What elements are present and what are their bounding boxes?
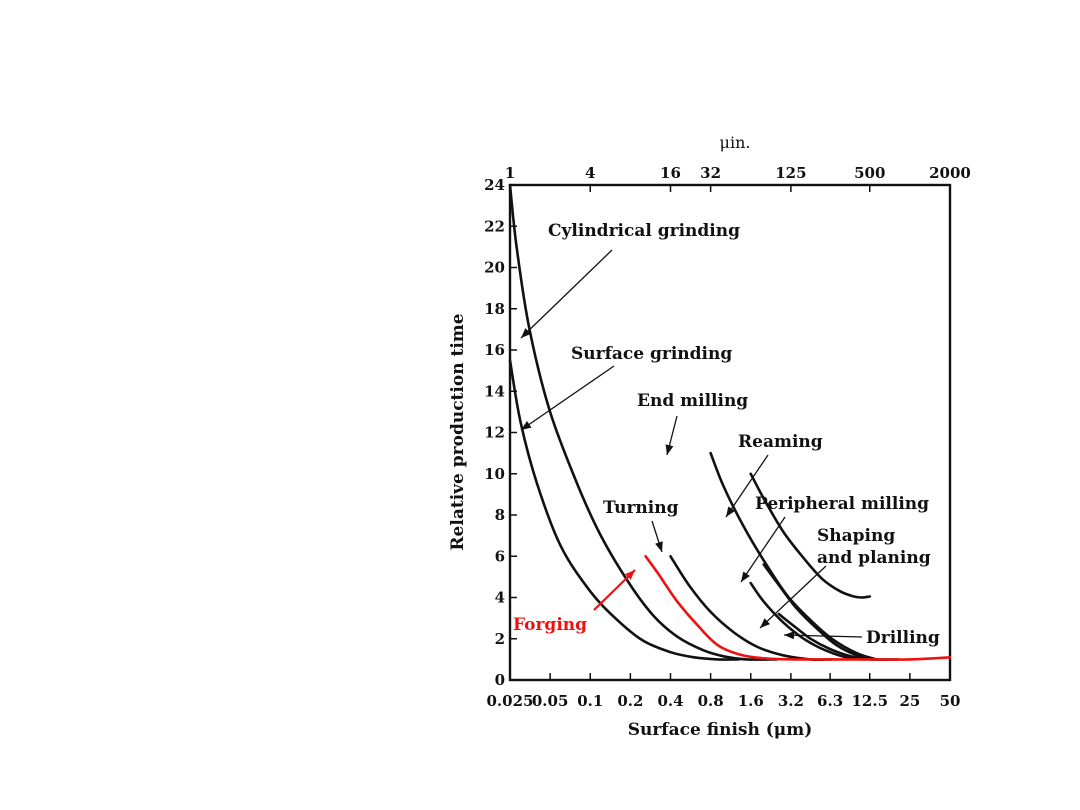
series-label: Drilling [866,628,940,648]
annotation-leader [520,365,615,431]
plot-frame [508,183,952,682]
top-tick-label: 125 [775,164,806,182]
annotation-arrowhead [741,571,750,582]
x-tick-label: 12.5 [851,692,888,710]
y-tick-label: 14 [484,382,505,400]
top-tick-label: 2000 [929,164,971,182]
x-tick-label: 6.3 [817,692,843,710]
annotation-arrowhead [521,328,531,338]
series-label: Cylindrical grinding [548,221,740,241]
top-tick-label: 1 [505,164,515,182]
annotation-leader [740,516,786,583]
top-tick-label: 32 [700,164,721,182]
series-line-shaping-and-planing [762,563,878,661]
y-tick-label: 24 [484,176,505,194]
y-tick-label: 2 [495,630,505,648]
series-label: Surface grinding [571,344,732,364]
y-tick-label: 4 [495,589,505,607]
x-tick-label: 25 [899,692,920,710]
y-axis-title: Relative production time [448,313,468,550]
x-tick-label: 1.6 [738,692,764,710]
annotation-leader [520,249,613,339]
series-label: Reaming [738,432,823,452]
annotation-leader [725,454,769,518]
x-axis-title: Surface finish (μm) [628,720,813,740]
x-tick-label: 0.05 [532,692,569,710]
top-tick-label: 500 [854,164,885,182]
x-tick-label: 50 [940,692,961,710]
x-tick-label: 0.8 [698,692,724,710]
series-label: and planing [817,548,931,568]
x-tick-label: 0.4 [657,692,683,710]
series-line-surface-grinding [508,359,740,661]
annotation-arrowhead [784,631,795,640]
x-tick-label: 0.1 [577,692,603,710]
annotation-arrowhead [625,570,635,580]
y-tick-label: 16 [484,341,505,359]
y-tick-label: 10 [484,465,505,483]
x-tick-label: 0.2 [617,692,643,710]
series-line-reaming [749,472,872,599]
annotation-leader [759,565,827,629]
annotation-arrowhead [521,421,532,430]
top-axis-title: μin. [720,133,751,152]
y-tick-label: 0 [495,671,505,689]
series-label: End milling [637,391,748,411]
y-tick-label: 12 [484,424,505,442]
series-line-turning [669,555,834,662]
y-tick-label: 18 [484,300,505,318]
y-tick-label: 22 [484,217,505,235]
annotation-arrowhead [665,444,674,455]
series-label: Turning [603,498,679,518]
annotation-arrowhead [726,506,735,517]
series-label: Shaping [817,526,895,546]
y-tick-label: 20 [484,259,505,277]
series-label: Peripheral milling [755,494,929,514]
series-line-cylindrical-grinding [508,183,778,661]
annotation-leader [783,634,863,638]
y-tick-label: 8 [495,506,505,524]
y-tick-label: 6 [495,547,505,565]
series-label: Forging [513,615,587,635]
annotation-arrowhead [655,541,663,552]
top-tick-label: 16 [660,164,681,182]
x-tick-label: 3.2 [778,692,804,710]
x-tick-label: 0.025 [487,692,534,710]
top-tick-label: 4 [585,164,595,182]
series-line-forging [644,555,952,661]
annotation-arrowhead [760,618,771,628]
